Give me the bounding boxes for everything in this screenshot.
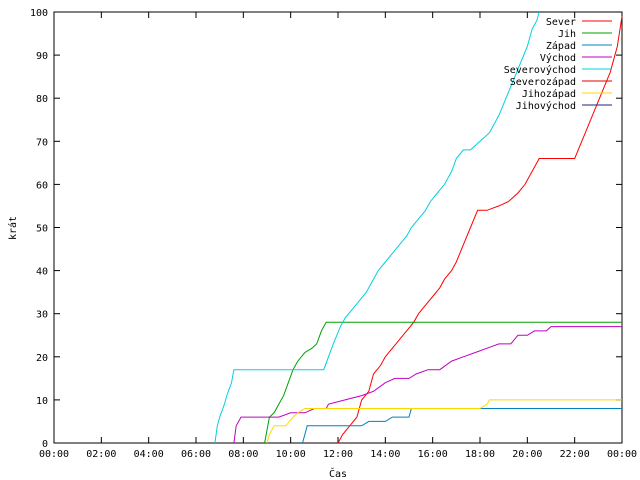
x-tick-label: 00:00 — [39, 449, 69, 460]
y-axis-ticks: 0 10 20 30 40 50 60 70 80 90 100 — [30, 8, 622, 450]
legend-label: Východ — [540, 52, 576, 64]
x-axis-ticks: 00:00 02:00 04:00 06:00 08:00 10:00 12:00 14:00… — [39, 12, 637, 460]
x-tick-label: 22:00 — [560, 449, 590, 460]
series-line-jihozápad — [266, 399, 622, 444]
series-line-západ — [302, 408, 622, 444]
series-lines — [214, 11, 623, 444]
legend-label: Jihovýchod — [516, 100, 576, 112]
series-line-sever — [337, 16, 623, 444]
legend-label: Severozápad — [510, 76, 576, 88]
x-tick-label: 02:00 — [86, 449, 116, 460]
x-tick-label: 04:00 — [134, 449, 164, 460]
y-tick-label: 40 — [36, 267, 48, 278]
legend-label: Sever — [546, 17, 576, 28]
x-tick-label: 00:00 — [607, 449, 637, 460]
y-tick-label: 10 — [36, 396, 48, 407]
series-line-východ — [233, 326, 622, 444]
legend-label: Jihozápad — [522, 88, 576, 100]
legend: SeverJihZápadVýchodSeverovýchodSeverozáp… — [504, 17, 612, 112]
series-line-jih — [264, 321, 622, 444]
x-tick-label: 08:00 — [228, 449, 258, 460]
legend-label: Severovýchod — [504, 64, 576, 76]
y-tick-label: 60 — [36, 180, 48, 191]
x-tick-label: 06:00 — [181, 449, 211, 460]
series-line-severovýchod — [214, 11, 540, 444]
x-axis-label: Čas — [329, 467, 347, 480]
y-tick-label: 90 — [36, 51, 48, 62]
y-tick-label: 20 — [36, 353, 48, 364]
legend-label: Jih — [558, 29, 576, 40]
x-tick-label: 10:00 — [276, 449, 306, 460]
legend-label: Západ — [546, 40, 576, 52]
y-tick-label: 30 — [36, 310, 48, 321]
x-tick-label: 20:00 — [512, 449, 542, 460]
y-tick-label: 80 — [36, 94, 48, 105]
x-tick-label: 12:00 — [323, 449, 353, 460]
y-tick-label: 50 — [36, 224, 48, 235]
x-tick-label: 14:00 — [370, 449, 400, 460]
x-tick-label: 18:00 — [465, 449, 495, 460]
y-axis-label: krát — [7, 216, 19, 240]
y-tick-label: 0 — [42, 439, 48, 450]
y-tick-label: 70 — [36, 137, 48, 148]
y-tick-label: 100 — [30, 8, 48, 19]
x-tick-label: 16:00 — [418, 449, 448, 460]
